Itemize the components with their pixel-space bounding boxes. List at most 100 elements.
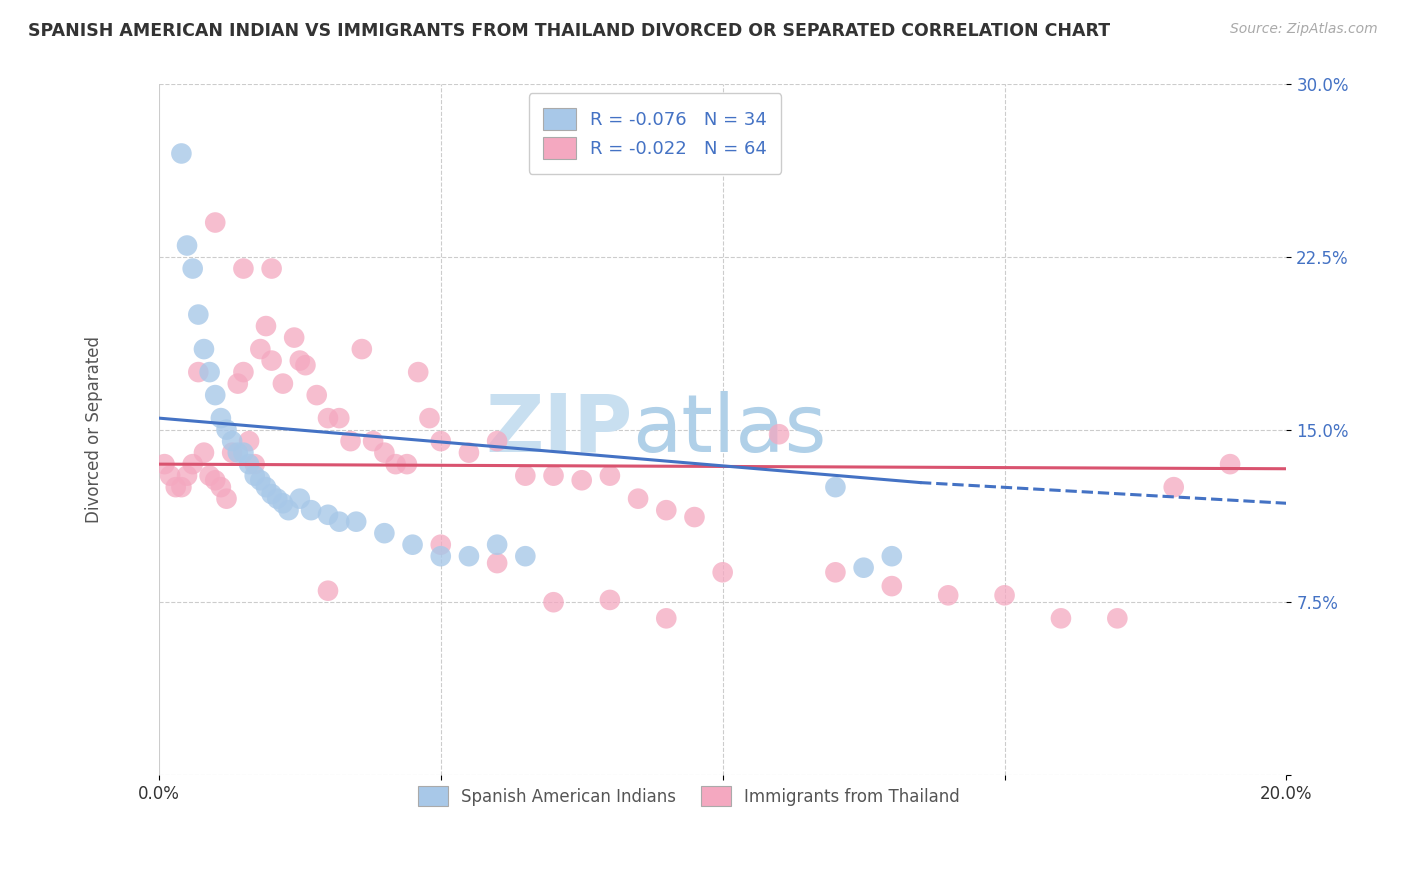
Text: atlas: atlas bbox=[633, 391, 827, 468]
Point bbox=[204, 388, 226, 402]
Point bbox=[627, 491, 650, 506]
Point bbox=[1107, 611, 1129, 625]
Point bbox=[395, 457, 418, 471]
Point bbox=[283, 330, 305, 344]
Point bbox=[429, 434, 451, 449]
Point bbox=[418, 411, 440, 425]
Point bbox=[373, 445, 395, 459]
Point bbox=[768, 427, 790, 442]
Point bbox=[655, 611, 678, 625]
Point bbox=[711, 566, 734, 580]
Point bbox=[204, 473, 226, 487]
Text: ZIP: ZIP bbox=[485, 391, 633, 468]
Point bbox=[176, 238, 198, 252]
Legend: Spanish American Indians, Immigrants from Thailand: Spanish American Indians, Immigrants fro… bbox=[409, 778, 969, 814]
Point bbox=[824, 480, 846, 494]
Point bbox=[458, 549, 481, 564]
Point bbox=[254, 319, 277, 334]
Y-axis label: Divorced or Separated: Divorced or Separated bbox=[86, 336, 103, 523]
Point bbox=[260, 487, 283, 501]
Point bbox=[328, 515, 350, 529]
Point bbox=[936, 588, 959, 602]
Point bbox=[515, 549, 537, 564]
Point bbox=[339, 434, 361, 449]
Point bbox=[209, 480, 232, 494]
Point bbox=[373, 526, 395, 541]
Point bbox=[305, 388, 328, 402]
Point bbox=[193, 445, 215, 459]
Point bbox=[599, 593, 621, 607]
Point bbox=[226, 445, 249, 459]
Point bbox=[238, 457, 260, 471]
Point bbox=[515, 468, 537, 483]
Point bbox=[277, 503, 299, 517]
Point bbox=[254, 480, 277, 494]
Point bbox=[266, 491, 288, 506]
Point bbox=[655, 503, 678, 517]
Point bbox=[852, 560, 875, 574]
Point bbox=[384, 457, 406, 471]
Point bbox=[260, 353, 283, 368]
Point bbox=[187, 365, 209, 379]
Point bbox=[260, 261, 283, 276]
Point bbox=[599, 468, 621, 483]
Point bbox=[187, 308, 209, 322]
Point bbox=[271, 496, 294, 510]
Point bbox=[215, 491, 238, 506]
Point bbox=[1163, 480, 1185, 494]
Point bbox=[288, 353, 311, 368]
Point bbox=[198, 468, 221, 483]
Point bbox=[299, 503, 322, 517]
Point bbox=[271, 376, 294, 391]
Point bbox=[824, 566, 846, 580]
Point bbox=[429, 549, 451, 564]
Point bbox=[221, 445, 243, 459]
Point bbox=[294, 358, 316, 372]
Point bbox=[571, 473, 593, 487]
Point bbox=[181, 261, 204, 276]
Point bbox=[316, 508, 339, 522]
Point bbox=[880, 549, 903, 564]
Point bbox=[181, 457, 204, 471]
Point bbox=[401, 538, 423, 552]
Point bbox=[458, 445, 481, 459]
Point bbox=[226, 376, 249, 391]
Point bbox=[316, 411, 339, 425]
Point bbox=[486, 434, 509, 449]
Point bbox=[361, 434, 384, 449]
Point bbox=[344, 515, 367, 529]
Point bbox=[204, 215, 226, 229]
Point bbox=[232, 261, 254, 276]
Text: SPANISH AMERICAN INDIAN VS IMMIGRANTS FROM THAILAND DIVORCED OR SEPARATED CORREL: SPANISH AMERICAN INDIAN VS IMMIGRANTS FR… bbox=[28, 22, 1111, 40]
Point bbox=[153, 457, 176, 471]
Text: Source: ZipAtlas.com: Source: ZipAtlas.com bbox=[1230, 22, 1378, 37]
Point bbox=[683, 510, 706, 524]
Point bbox=[215, 423, 238, 437]
Point bbox=[243, 468, 266, 483]
Point bbox=[1219, 457, 1241, 471]
Point bbox=[198, 365, 221, 379]
Point bbox=[1050, 611, 1073, 625]
Point bbox=[406, 365, 429, 379]
Point bbox=[880, 579, 903, 593]
Point bbox=[543, 468, 565, 483]
Point bbox=[249, 473, 271, 487]
Point bbox=[238, 434, 260, 449]
Point bbox=[209, 411, 232, 425]
Point bbox=[328, 411, 350, 425]
Point bbox=[993, 588, 1015, 602]
Point bbox=[176, 468, 198, 483]
Point bbox=[350, 342, 373, 356]
Point bbox=[249, 342, 271, 356]
Point bbox=[316, 583, 339, 598]
Point bbox=[170, 480, 193, 494]
Point bbox=[486, 556, 509, 570]
Point bbox=[486, 538, 509, 552]
Point bbox=[232, 365, 254, 379]
Point bbox=[159, 468, 181, 483]
Point bbox=[193, 342, 215, 356]
Point bbox=[288, 491, 311, 506]
Point bbox=[170, 146, 193, 161]
Point bbox=[165, 480, 187, 494]
Point bbox=[543, 595, 565, 609]
